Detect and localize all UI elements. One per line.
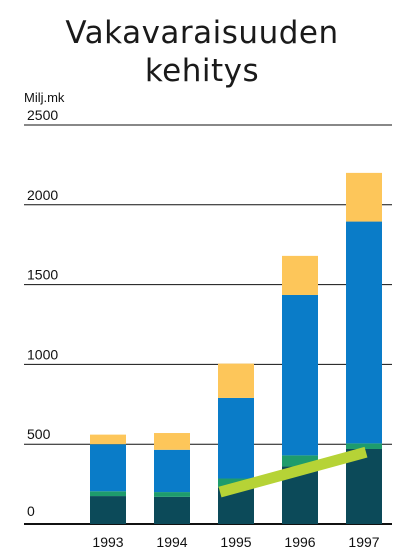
bar-1993-segment-4 bbox=[90, 434, 126, 445]
bar-1994-segment-3 bbox=[154, 449, 190, 493]
bar-1996-segment-4 bbox=[282, 255, 318, 295]
bar-1995-segment-4 bbox=[218, 363, 254, 398]
y-tick-label: 1500 bbox=[27, 267, 58, 283]
trend-line bbox=[218, 446, 368, 498]
bar-1993-segment-1 bbox=[90, 496, 126, 524]
x-tick-label: 1994 bbox=[156, 534, 187, 550]
unit-label: Milj.mk bbox=[24, 90, 65, 105]
bar-1994-segment-1 bbox=[154, 496, 190, 524]
chart-title-line-1: Vakavaraisuuden bbox=[65, 15, 339, 51]
x-tick-label: 1995 bbox=[220, 534, 251, 550]
bar-1996-segment-3 bbox=[282, 294, 318, 456]
bar-1996-segment-2 bbox=[282, 455, 318, 467]
bar-1997-segment-3 bbox=[346, 221, 382, 444]
chart-title-line-2: kehitys bbox=[144, 53, 260, 89]
bar-1997-segment-4 bbox=[346, 172, 382, 222]
y-tick-label: 500 bbox=[27, 426, 51, 442]
x-tick-label: 1996 bbox=[284, 534, 315, 550]
bar-1997-segment-2 bbox=[346, 443, 382, 449]
y-tick-label: 2000 bbox=[27, 187, 58, 203]
y-tick-label: 1000 bbox=[27, 346, 58, 362]
bar-1994-segment-4 bbox=[154, 433, 190, 450]
chart-title: Vakavaraisuuden kehitys bbox=[0, 14, 404, 90]
y-tick-label: 2500 bbox=[27, 107, 58, 123]
bar-1993-segment-3 bbox=[90, 444, 126, 492]
bar-1994-segment-2 bbox=[154, 492, 190, 497]
x-tick-label: 1997 bbox=[348, 534, 379, 550]
x-tick-label: 1993 bbox=[92, 534, 123, 550]
y-tick-label: 0 bbox=[27, 503, 35, 519]
bar-1995-segment-3 bbox=[218, 397, 254, 479]
bar-1993-segment-2 bbox=[90, 491, 126, 497]
